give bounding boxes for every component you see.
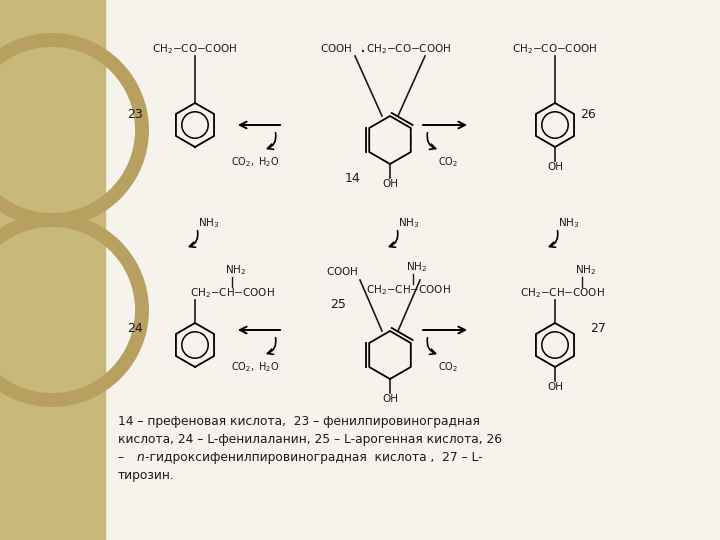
Text: $\mathsf{CO_2,\ H_2O}$: $\mathsf{CO_2,\ H_2O}$ xyxy=(230,155,279,169)
Text: $\mathsf{CH_2{-}CO{-}COOH}$: $\mathsf{CH_2{-}CO{-}COOH}$ xyxy=(153,42,238,56)
Text: OH: OH xyxy=(547,162,563,172)
Text: тирозин.: тирозин. xyxy=(118,469,175,482)
Text: $\mathsf{CO_2,\ H_2O}$: $\mathsf{CO_2,\ H_2O}$ xyxy=(230,360,279,374)
Text: ·: · xyxy=(360,43,366,62)
Text: $\mathsf{CH_2{-}CO{-}COOH}$: $\mathsf{CH_2{-}CO{-}COOH}$ xyxy=(366,42,451,56)
Text: $\mathsf{NH_3}$: $\mathsf{NH_3}$ xyxy=(558,216,580,230)
Text: $\mathsf{CH_2{-}CO{-}COOH}$: $\mathsf{CH_2{-}CO{-}COOH}$ xyxy=(513,42,598,56)
Text: 26: 26 xyxy=(580,108,595,121)
Text: $\mathsf{CH_2{-}CH{-}COOH}$: $\mathsf{CH_2{-}CH{-}COOH}$ xyxy=(190,286,275,300)
Text: 23: 23 xyxy=(127,108,143,121)
Text: $\it{n}$: $\it{n}$ xyxy=(136,451,145,464)
Text: $\mathsf{NH_2}$: $\mathsf{NH_2}$ xyxy=(225,263,246,277)
Text: $\mathsf{CH_2{-}CH{-}COOH}$: $\mathsf{CH_2{-}CH{-}COOH}$ xyxy=(366,283,451,297)
Text: $\mathsf{NH_2}$: $\mathsf{NH_2}$ xyxy=(575,263,596,277)
Text: -гидроксифенилпировиноградная  кислота ,  27 – L-: -гидроксифенилпировиноградная кислота , … xyxy=(145,451,482,464)
Text: $\mathsf{CO_2}$: $\mathsf{CO_2}$ xyxy=(438,155,458,169)
Text: 14 – префеновая кислота,  23 – фенилпировиноградная: 14 – префеновая кислота, 23 – фенилпиров… xyxy=(118,415,480,428)
Text: $\mathsf{CO_2}$: $\mathsf{CO_2}$ xyxy=(438,360,458,374)
Text: 24: 24 xyxy=(127,322,143,335)
Text: $\mathsf{COOH}$: $\mathsf{COOH}$ xyxy=(320,42,352,54)
Text: OH: OH xyxy=(382,394,398,404)
Text: 27: 27 xyxy=(590,322,606,335)
Text: –: – xyxy=(118,451,132,464)
Text: OH: OH xyxy=(547,382,563,392)
Bar xyxy=(0,0,105,540)
Text: 14: 14 xyxy=(345,172,361,185)
Text: кислота, 24 – L-фенилаланин, 25 – L-арогенная кислота, 26: кислота, 24 – L-фенилаланин, 25 – L-арог… xyxy=(118,433,502,446)
Text: $\mathsf{NH_2}$: $\mathsf{NH_2}$ xyxy=(406,260,428,274)
Text: $\mathsf{COOH}$: $\mathsf{COOH}$ xyxy=(325,265,358,277)
Text: 25: 25 xyxy=(330,298,346,311)
Text: $\mathsf{NH_3}$: $\mathsf{NH_3}$ xyxy=(398,216,420,230)
Text: $\mathsf{NH_3}$: $\mathsf{NH_3}$ xyxy=(198,216,220,230)
Text: $\mathsf{CH_2{-}CH{-}COOH}$: $\mathsf{CH_2{-}CH{-}COOH}$ xyxy=(520,286,605,300)
Text: OH: OH xyxy=(382,179,398,189)
